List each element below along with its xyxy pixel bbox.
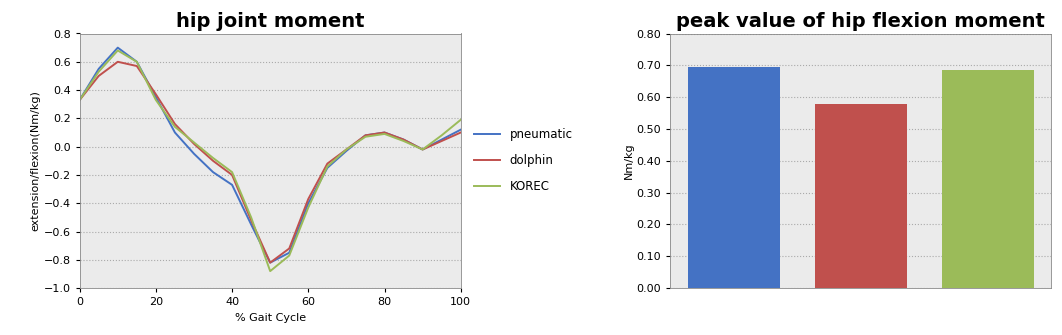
Y-axis label: extension/flexion(Nm/kg): extension/flexion(Nm/kg) (31, 90, 40, 231)
pneumatic (302, 201, 314, 205)
KOREC (92, 70, 105, 74)
pneumatic (359, 133, 372, 137)
dolphin (455, 131, 467, 135)
pneumatic (416, 147, 429, 151)
KOREC (73, 98, 86, 102)
pneumatic (455, 128, 467, 132)
dolphin (302, 197, 314, 201)
pneumatic (282, 251, 295, 255)
dolphin (112, 60, 124, 64)
Legend: pneumatic, dolphin, KOREC: pneumatic, dolphin, KOREC (475, 128, 572, 193)
Line: KOREC: KOREC (80, 51, 461, 271)
pneumatic (131, 60, 143, 64)
pneumatic (112, 46, 124, 50)
dolphin (282, 247, 295, 251)
pneumatic (150, 95, 162, 99)
dolphin (340, 147, 353, 151)
pneumatic (340, 149, 353, 153)
pneumatic (378, 131, 391, 135)
Line: dolphin: dolphin (80, 62, 461, 263)
KOREC (226, 170, 239, 174)
KOREC (112, 49, 124, 53)
dolphin (207, 159, 220, 163)
dolphin (435, 139, 448, 143)
dolphin (378, 131, 391, 135)
pneumatic (92, 67, 105, 71)
dolphin (150, 92, 162, 96)
KOREC (150, 98, 162, 102)
dolphin (226, 173, 239, 177)
KOREC (378, 132, 391, 136)
dolphin (359, 133, 372, 137)
KOREC (244, 215, 257, 219)
Title: peak value of hip flexion moment: peak value of hip flexion moment (676, 11, 1045, 30)
Bar (816, 104, 907, 288)
KOREC (397, 139, 410, 143)
dolphin (169, 122, 182, 126)
pneumatic (435, 138, 448, 142)
pneumatic (207, 170, 220, 174)
Bar (688, 67, 780, 288)
pneumatic (321, 166, 333, 170)
pneumatic (263, 261, 276, 265)
Line: pneumatic: pneumatic (80, 48, 461, 263)
KOREC (282, 254, 295, 258)
dolphin (321, 161, 333, 165)
dolphin (92, 74, 105, 78)
pneumatic (244, 222, 257, 226)
dolphin (188, 142, 201, 146)
dolphin (397, 138, 410, 142)
pneumatic (397, 138, 410, 142)
KOREC (359, 135, 372, 139)
KOREC (340, 147, 353, 151)
KOREC (207, 156, 220, 160)
X-axis label: % Gait Cycle: % Gait Cycle (235, 313, 306, 323)
KOREC (302, 205, 314, 209)
dolphin (73, 98, 86, 102)
pneumatic (188, 152, 201, 156)
Y-axis label: Nm/kg: Nm/kg (623, 142, 634, 179)
KOREC (416, 147, 429, 151)
dolphin (416, 147, 429, 151)
pneumatic (226, 183, 239, 187)
dolphin (263, 261, 276, 265)
KOREC (321, 164, 333, 169)
KOREC (455, 118, 467, 122)
pneumatic (169, 131, 182, 135)
KOREC (169, 125, 182, 129)
KOREC (188, 140, 201, 144)
Bar (942, 70, 1033, 288)
KOREC (435, 133, 448, 137)
Title: hip joint moment: hip joint moment (176, 11, 364, 30)
dolphin (131, 64, 143, 68)
pneumatic (73, 98, 86, 102)
KOREC (263, 269, 276, 273)
dolphin (244, 218, 257, 222)
KOREC (131, 60, 143, 64)
